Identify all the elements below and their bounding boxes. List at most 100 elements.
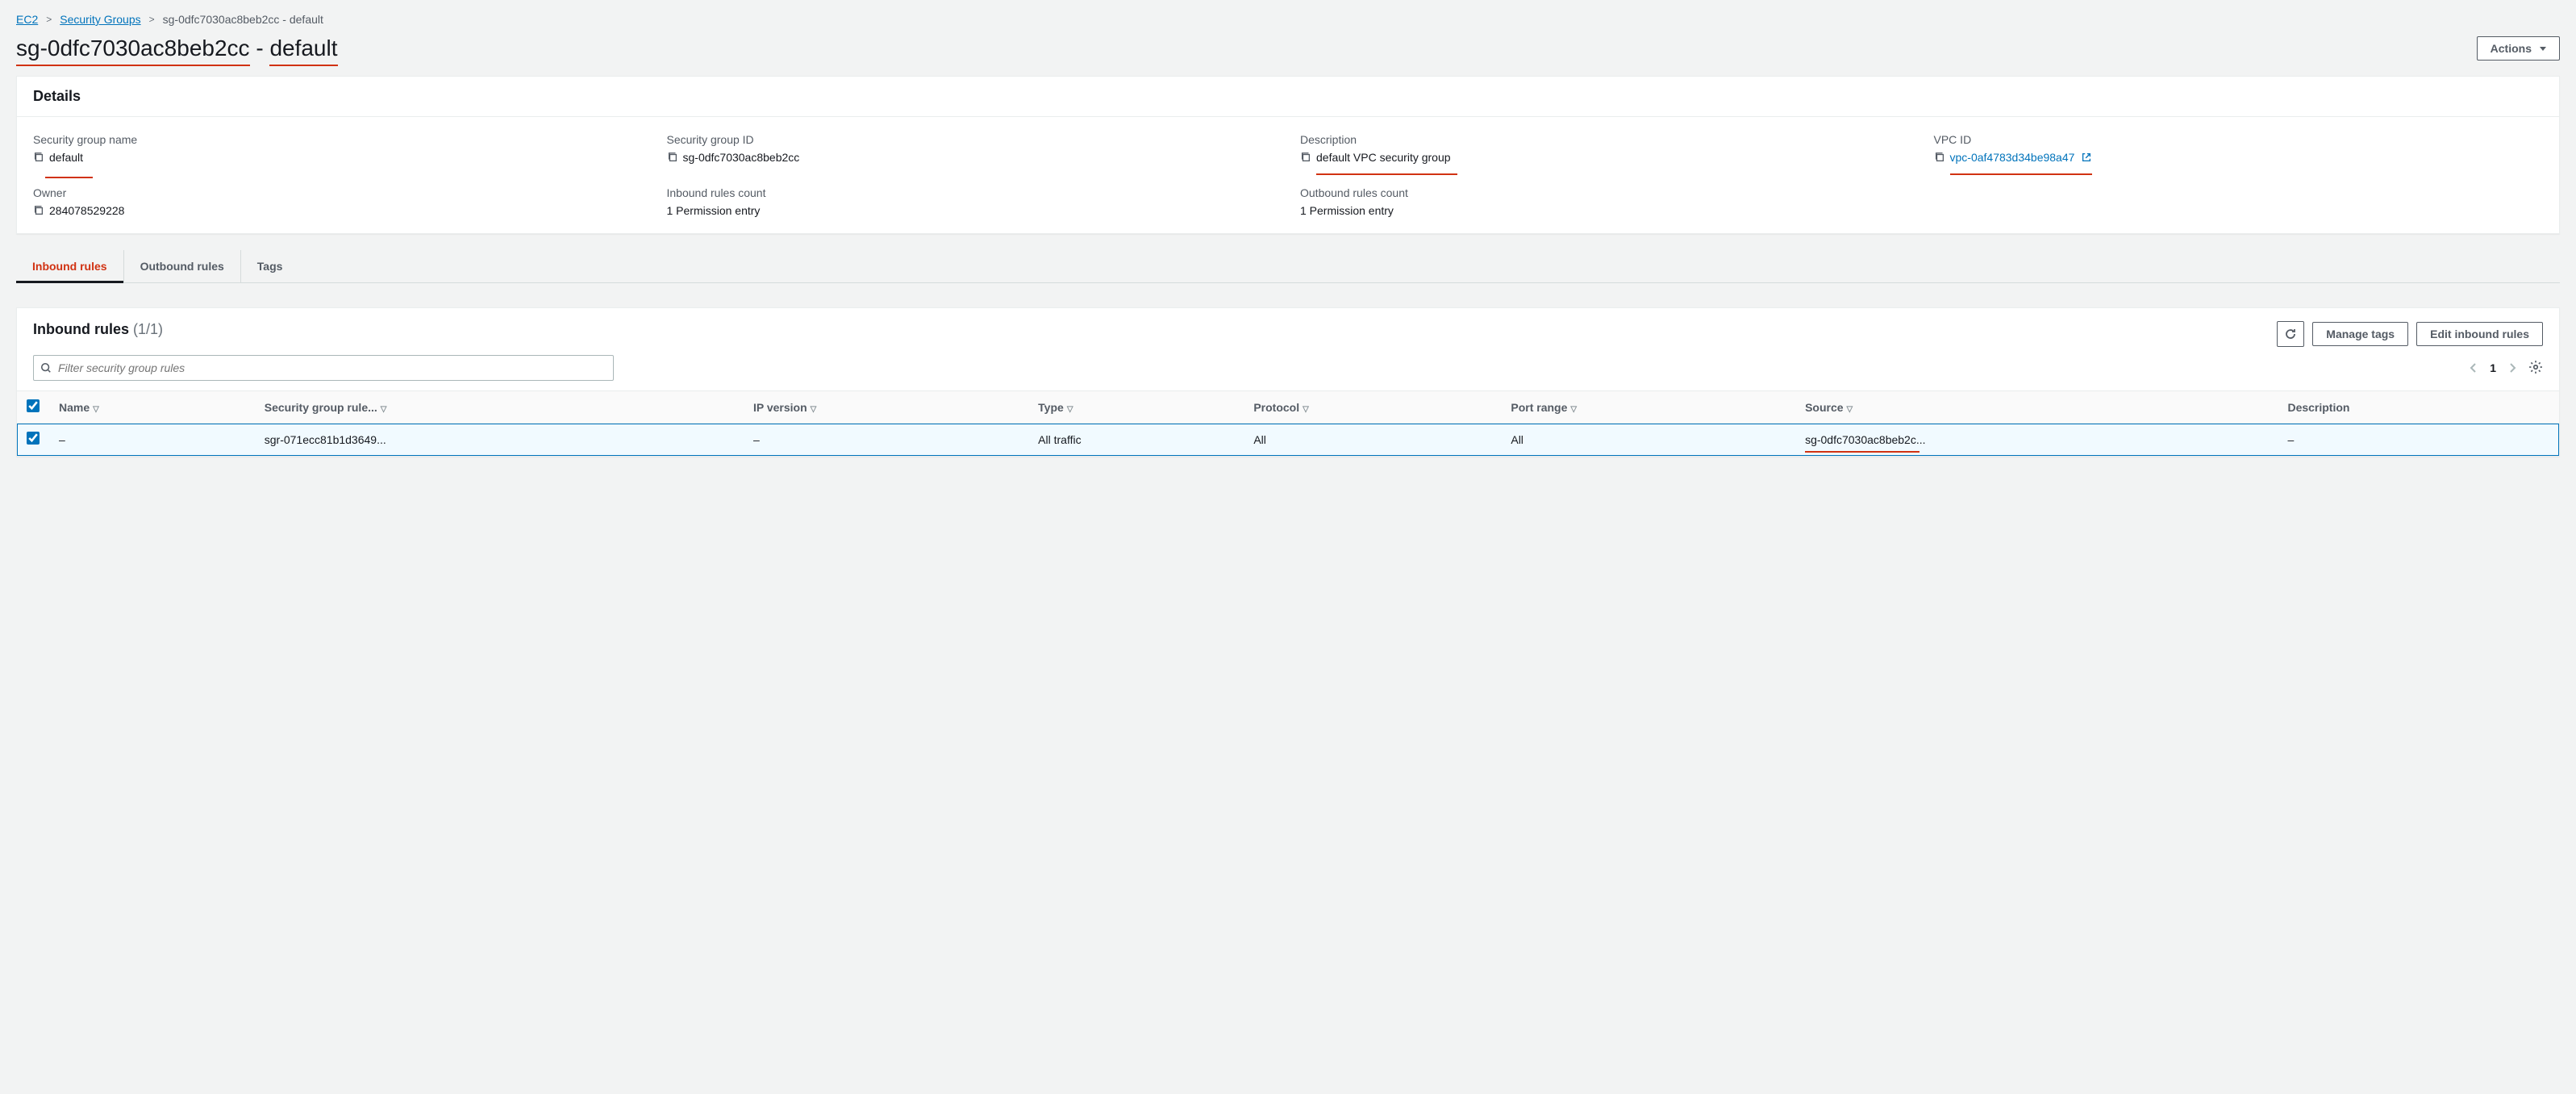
cell-protocol: All xyxy=(1244,424,1501,456)
col-rule-id[interactable]: Security group rule... ▽ xyxy=(255,391,744,424)
cell-source: sg-0dfc7030ac8beb2c... xyxy=(1795,424,2278,456)
row-checkbox[interactable] xyxy=(27,432,40,445)
rules-title: Inbound rules (1/1) xyxy=(33,321,163,338)
sg-id-value: sg-0dfc7030ac8beb2cc xyxy=(683,151,800,164)
breadcrumb-ec2[interactable]: EC2 xyxy=(16,13,38,26)
inbound-count-value: 1 Permission entry xyxy=(667,204,761,217)
col-source-label: Source xyxy=(1805,401,1843,414)
owner-label: Owner xyxy=(33,186,643,199)
col-port-range[interactable]: Port range▽ xyxy=(1501,391,1795,424)
breadcrumb-separator: > xyxy=(149,14,155,25)
inbound-count-label: Inbound rules count xyxy=(667,186,1277,199)
sort-icon: ▽ xyxy=(1570,405,1577,414)
manage-tags-button[interactable]: Manage tags xyxy=(2312,322,2408,346)
cell-ip-version: – xyxy=(744,424,1028,456)
select-all-checkbox[interactable] xyxy=(27,399,40,412)
title-separator: - xyxy=(250,35,270,61)
breadcrumb: EC2 > Security Groups > sg-0dfc7030ac8be… xyxy=(0,0,2576,32)
owner-value: 284078529228 xyxy=(49,204,124,217)
breadcrumb-separator: > xyxy=(46,14,52,25)
outbound-count-label: Outbound rules count xyxy=(1300,186,1910,199)
filter-box[interactable] xyxy=(33,355,614,381)
copy-icon[interactable] xyxy=(667,152,678,163)
details-panel: Details Security group name default Secu… xyxy=(16,76,2560,234)
col-protocol[interactable]: Protocol ▽ xyxy=(1244,391,1501,424)
refresh-icon xyxy=(2284,328,2297,340)
field-owner: Owner 284078529228 xyxy=(33,186,643,217)
col-port-range-label: Port range xyxy=(1511,401,1567,414)
vpc-id-link[interactable]: vpc-0af4783d34be98a47 xyxy=(1950,151,2075,164)
col-name[interactable]: Name▽ xyxy=(49,391,255,424)
field-sg-name: Security group name default xyxy=(33,133,643,164)
col-ip-version-label: IP version xyxy=(753,401,807,414)
copy-icon[interactable] xyxy=(1300,152,1311,163)
field-description: Description default VPC security group xyxy=(1300,133,1910,164)
outbound-count-value: 1 Permission entry xyxy=(1300,204,1394,217)
refresh-button[interactable] xyxy=(2277,321,2304,347)
col-source[interactable]: Source ▽ xyxy=(1795,391,2278,424)
copy-icon[interactable] xyxy=(33,205,44,216)
external-link-icon xyxy=(2081,152,2092,163)
filter-input[interactable] xyxy=(58,361,606,374)
description-value: default VPC security group xyxy=(1316,151,1451,164)
sort-icon: ▽ xyxy=(1847,405,1853,414)
pager: 1 xyxy=(2466,360,2543,377)
col-description[interactable]: Description xyxy=(2278,391,2559,424)
description-label: Description xyxy=(1300,133,1910,146)
sg-name-label: Security group name xyxy=(33,133,643,146)
details-header: Details xyxy=(17,77,2559,117)
tab-inbound-rules[interactable]: Inbound rules xyxy=(16,250,124,282)
cell-rule-id: sgr-071ecc81b1d3649... xyxy=(255,424,744,456)
chevron-right-icon xyxy=(2508,362,2516,374)
vpc-id-label: VPC ID xyxy=(1934,133,2544,146)
page-next-button[interactable] xyxy=(2504,360,2520,376)
cell-type: All traffic xyxy=(1028,424,1244,456)
sg-id-label: Security group ID xyxy=(667,133,1277,146)
caret-down-icon xyxy=(2540,47,2546,51)
page-title: sg-0dfc7030ac8beb2cc - default xyxy=(16,35,338,61)
page-prev-button[interactable] xyxy=(2466,360,2482,376)
rules-count: (1/1) xyxy=(133,321,163,337)
sg-name-value: default xyxy=(49,151,83,164)
field-sg-id: Security group ID sg-0dfc7030ac8beb2cc xyxy=(667,133,1277,164)
rules-table: Name▽ Security group rule...▽ IP version… xyxy=(17,390,2559,456)
col-protocol-label: Protocol xyxy=(1253,401,1299,414)
search-icon xyxy=(40,362,52,374)
title-sg-id: sg-0dfc7030ac8beb2cc xyxy=(16,35,250,61)
cell-source-value: sg-0dfc7030ac8beb2c... xyxy=(1805,433,1925,446)
sort-icon: ▽ xyxy=(93,405,99,414)
col-type-label: Type xyxy=(1038,401,1064,414)
chevron-left-icon xyxy=(2470,362,2478,374)
breadcrumb-security-groups[interactable]: Security Groups xyxy=(60,13,140,26)
cell-name: – xyxy=(49,424,255,456)
actions-label: Actions xyxy=(2491,42,2532,55)
edit-inbound-rules-button[interactable]: Edit inbound rules xyxy=(2416,322,2543,346)
field-inbound-count: Inbound rules count 1 Permission entry xyxy=(667,186,1277,217)
settings-button[interactable] xyxy=(2528,360,2543,377)
field-vpc-id: VPC ID vpc-0af4783d34be98a47 xyxy=(1934,133,2544,164)
tab-outbound-rules[interactable]: Outbound rules xyxy=(124,250,241,282)
copy-icon[interactable] xyxy=(1934,152,1945,163)
page-current: 1 xyxy=(2490,361,2496,374)
breadcrumb-current: sg-0dfc7030ac8beb2cc - default xyxy=(163,13,323,26)
sort-icon: ▽ xyxy=(811,405,817,414)
tab-tags[interactable]: Tags xyxy=(241,250,299,282)
field-outbound-count: Outbound rules count 1 Permission entry xyxy=(1300,186,1910,217)
gear-icon xyxy=(2528,360,2543,374)
table-row[interactable]: – sgr-071ecc81b1d3649... – All traffic A… xyxy=(17,424,2559,456)
cell-port-range: All xyxy=(1501,424,1795,456)
sort-icon: ▽ xyxy=(381,405,387,414)
col-ip-version[interactable]: IP version ▽ xyxy=(744,391,1028,424)
col-rule-id-label: Security group rule... xyxy=(265,401,377,414)
col-type[interactable]: Type▽ xyxy=(1028,391,1244,424)
sort-icon: ▽ xyxy=(1067,405,1073,414)
tabs: Inbound rules Outbound rules Tags xyxy=(16,250,2560,283)
title-row: sg-0dfc7030ac8beb2cc - default Actions xyxy=(0,32,2576,76)
cell-description: – xyxy=(2278,424,2559,456)
rules-title-text: Inbound rules xyxy=(33,321,129,337)
inbound-rules-panel: Inbound rules (1/1) Manage tags Edit inb… xyxy=(16,307,2560,457)
col-name-label: Name xyxy=(59,401,90,414)
copy-icon[interactable] xyxy=(33,152,44,163)
sort-icon: ▽ xyxy=(1303,405,1309,414)
actions-button[interactable]: Actions xyxy=(2477,36,2560,61)
